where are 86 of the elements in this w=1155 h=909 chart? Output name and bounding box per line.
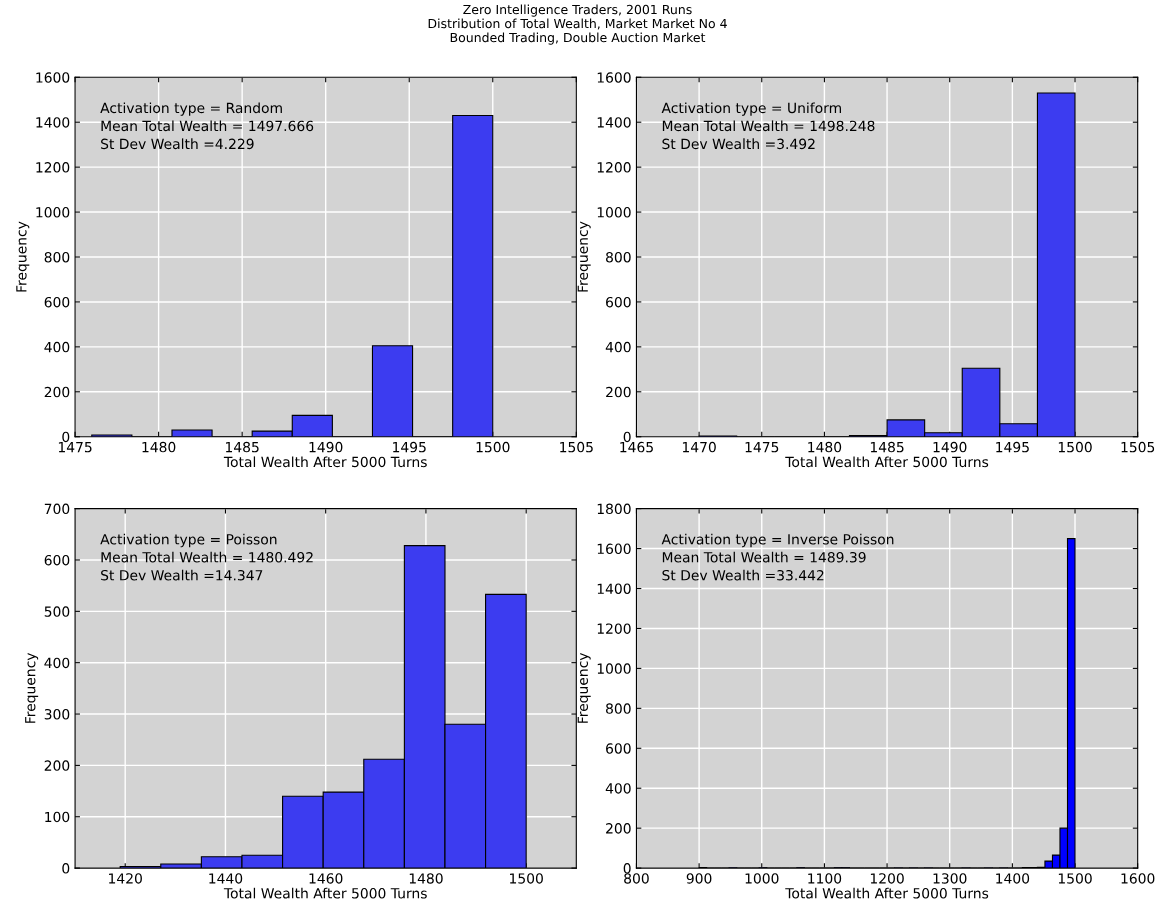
- x-tick-label: 1505: [1121, 441, 1155, 453]
- y-tick-label: 0: [62, 863, 70, 874]
- x-tick-label: 1500: [1058, 441, 1092, 453]
- y-tick-label: 0: [623, 863, 631, 874]
- annotation: Mean Total Wealth = 1498.248: [662, 120, 875, 132]
- x-tick-label: 1440: [209, 873, 243, 884]
- x-tick-label: 1480: [142, 441, 176, 453]
- annotation: Activation type = Uniform: [661, 102, 841, 116]
- annotation: Activation type = Poisson: [100, 533, 277, 548]
- x-tick-label: 900: [686, 873, 712, 884]
- x-tick-label: 1465: [620, 441, 653, 453]
- y-tick-label: 1600: [36, 72, 70, 83]
- y-axis-title: Frequency: [25, 652, 39, 723]
- x-tick-label: 1600: [1121, 873, 1155, 884]
- y-tick-label: 800: [606, 703, 631, 714]
- y-tick-label: 500: [44, 606, 70, 617]
- x-tick-label: 1480: [409, 873, 443, 884]
- chart-title: Zero Intelligence Traders, 2001 Runs Distribution of Total Wealth, Market Market No 4 Bounded Trading, Double Auction Market: [428, 4, 727, 45]
- y-tick-label: 200: [606, 823, 631, 834]
- y-tick-label: 1200: [36, 162, 70, 173]
- y-tick-label: 100: [45, 811, 70, 823]
- annotation: Activation type = Random: [100, 102, 282, 116]
- y-axis-title: Frequency: [577, 221, 591, 292]
- x-tick-label: 1475: [745, 442, 779, 453]
- x-tick-label: 1500: [1058, 873, 1092, 884]
- y-tick-label: 0: [623, 431, 631, 443]
- y-tick-label: 600: [606, 743, 631, 754]
- y-tick-label: 400: [605, 783, 631, 794]
- y-tick-label: 1400: [597, 117, 631, 128]
- y-tick-label: 600: [606, 296, 631, 308]
- annotation: Activation type = Inverse Poisson: [661, 533, 894, 548]
- x-tick-label: 1470: [682, 441, 716, 453]
- x-tick-label: 1500: [476, 441, 510, 453]
- x-tick-label: 1300: [933, 873, 967, 884]
- y-tick-label: 1000: [597, 663, 631, 674]
- x-tick-label: 1200: [870, 873, 904, 884]
- y-tick-label: 200: [606, 386, 631, 398]
- annotation: Mean Total Wealth = 1489.39: [662, 551, 866, 563]
- annotation: St Dev Wealth =3.492: [662, 138, 815, 150]
- x-axis-title: Total Wealth After 5000 Turns: [785, 887, 989, 899]
- y-tick-label: 800: [44, 251, 70, 263]
- y-tick-label: 1400: [36, 117, 70, 128]
- y-tick-label: 1400: [597, 583, 631, 594]
- x-tick-label: 1480: [808, 441, 842, 453]
- x-tick-label: 1400: [996, 873, 1030, 884]
- y-tick-label: 600: [44, 296, 70, 308]
- y-tick-label: 400: [605, 341, 631, 353]
- y-tick-label: 300: [44, 709, 70, 720]
- x-axis-title: Total Wealth After 5000 Turns: [223, 887, 427, 899]
- y-axis-title: Frequency: [577, 652, 591, 723]
- y-tick-label: 600: [44, 554, 70, 566]
- x-tick-label: 1000: [745, 873, 779, 884]
- y-tick-label: 200: [44, 760, 70, 771]
- y-axis-title: Frequency: [16, 221, 30, 292]
- y-tick-label: 0: [62, 431, 70, 443]
- y-tick-label: 1000: [36, 207, 70, 218]
- y-tick-label: 1200: [597, 623, 631, 634]
- x-tick-label: 1485: [226, 441, 259, 453]
- x-tick-label: 1490: [933, 441, 967, 453]
- y-tick-label: 1600: [597, 72, 631, 83]
- x-tick-label: 1500: [510, 873, 543, 884]
- y-tick-label: 1600: [597, 543, 631, 555]
- x-axis-title: Total Wealth After 5000 Turns: [785, 456, 989, 468]
- x-axis-title: Total Wealth After 5000 Turns: [223, 456, 427, 468]
- x-tick-label: 1475: [58, 442, 92, 453]
- y-tick-label: 400: [44, 341, 70, 353]
- y-tick-label: 700: [44, 503, 70, 515]
- y-tick-label: 800: [606, 251, 631, 263]
- y-tick-label: 1000: [597, 207, 631, 218]
- x-tick-label: 1460: [309, 873, 343, 884]
- x-tick-label: 1495: [393, 441, 426, 453]
- y-tick-label: 400: [44, 657, 70, 669]
- annotation: St Dev Wealth =4.229: [101, 138, 254, 150]
- x-tick-label: 1490: [309, 441, 343, 453]
- annotation: St Dev Wealth =14.347: [101, 569, 263, 581]
- x-tick-label: 1495: [996, 441, 1029, 453]
- y-tick-label: 1800: [597, 503, 631, 515]
- x-tick-label: 1420: [109, 873, 142, 884]
- annotation: Mean Total Wealth = 1497.666: [101, 120, 314, 132]
- y-tick-label: 1200: [597, 162, 631, 173]
- x-tick-label: 1505: [560, 441, 593, 453]
- x-tick-label: 1485: [870, 441, 904, 453]
- annotation: St Dev Wealth =33.442: [662, 569, 824, 581]
- x-tick-label: 1100: [808, 873, 842, 884]
- annotation: Mean Total Wealth = 1480.492: [101, 551, 313, 563]
- y-tick-label: 200: [44, 386, 70, 398]
